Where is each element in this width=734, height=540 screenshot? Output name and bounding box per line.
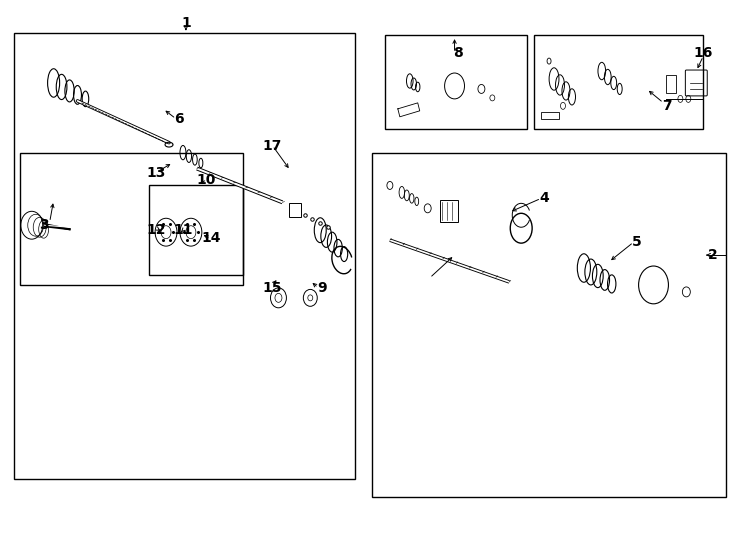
Text: 9: 9 — [317, 281, 327, 295]
Text: 14: 14 — [201, 231, 220, 245]
Text: 12: 12 — [146, 223, 166, 237]
Bar — [666, 75, 677, 93]
Bar — [541, 112, 559, 119]
Bar — [440, 200, 457, 222]
Bar — [372, 153, 726, 497]
Text: 17: 17 — [263, 139, 282, 153]
Text: 7: 7 — [661, 99, 672, 113]
Text: 13: 13 — [146, 165, 166, 179]
Text: 5: 5 — [632, 235, 642, 249]
Text: 11: 11 — [173, 223, 193, 237]
Text: 8: 8 — [453, 46, 462, 60]
Text: 6: 6 — [174, 112, 184, 126]
Text: 10: 10 — [196, 173, 216, 187]
Text: 4: 4 — [539, 191, 549, 205]
Text: 16: 16 — [694, 46, 713, 60]
Bar — [14, 33, 355, 479]
Text: 15: 15 — [263, 281, 283, 295]
Text: 3: 3 — [39, 218, 48, 232]
Bar — [149, 185, 243, 275]
Text: 1: 1 — [181, 16, 191, 30]
Text: 2: 2 — [708, 248, 718, 262]
Bar — [289, 204, 302, 217]
Bar — [20, 153, 243, 285]
Bar — [385, 35, 527, 129]
Bar — [534, 35, 703, 129]
